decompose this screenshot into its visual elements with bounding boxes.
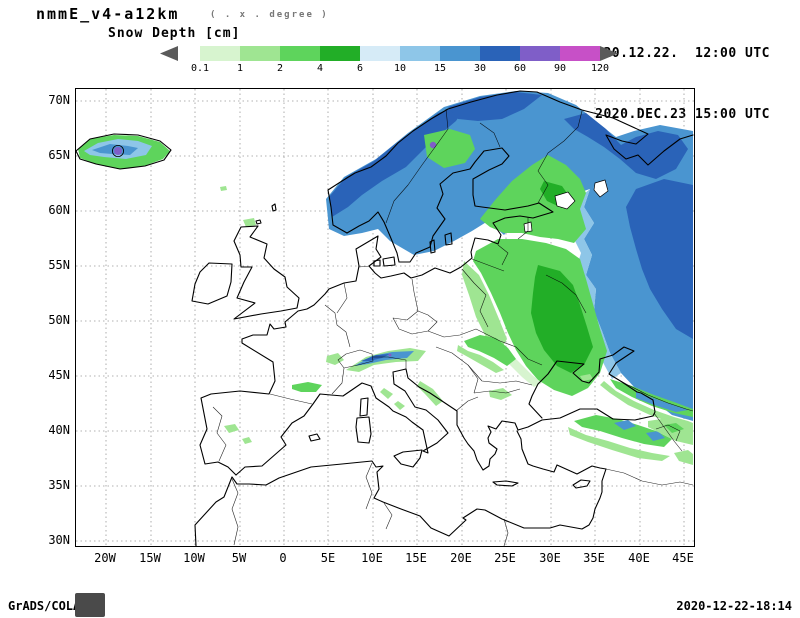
- lon-tick-label: 30E: [539, 551, 561, 565]
- lon-tick-label: 40E: [628, 551, 650, 565]
- colorbar-tick-label: 4: [316, 63, 324, 74]
- cola-logo-block: [75, 593, 105, 617]
- colorbar-arrow-left-icon: [160, 46, 178, 61]
- footer-timestamp: 2020-12-22-18:14: [676, 599, 792, 613]
- lat-tick-label: 30N: [48, 533, 70, 547]
- snow-shading: [78, 91, 693, 465]
- colorbar-segment: [400, 46, 440, 61]
- colorbar-tick-label: 10: [393, 63, 407, 74]
- lon-tick-label: 20E: [450, 551, 472, 565]
- footer-credit: GrADS/COLA: [8, 599, 81, 613]
- header-resolution-note: ( . x . degree ): [210, 10, 329, 20]
- colorbar-segment: [200, 46, 240, 61]
- lon-tick-label: 15E: [405, 551, 427, 565]
- colorbar-tick-label: 2: [276, 63, 284, 74]
- header-model-title: nmmE_v4-a12km: [36, 5, 180, 23]
- lat-tick-label: 40N: [48, 423, 70, 437]
- lon-tick-label: 5W: [231, 551, 247, 565]
- lat-tick-label: 65N: [48, 148, 70, 162]
- lon-tick-label: 15W: [139, 551, 161, 565]
- colorbar-segment: [280, 46, 320, 61]
- colorbar-tick-label: 15: [433, 63, 447, 74]
- iceland-heavy-snow-spot: [114, 147, 122, 155]
- country-borders: [212, 108, 694, 546]
- colorbar-tick-label: 6: [356, 63, 364, 74]
- lon-tick-label: 10W: [183, 551, 205, 565]
- colorbar-segment: [178, 46, 200, 61]
- colorbar-segment: [360, 46, 400, 61]
- colorbar-segment: [240, 46, 280, 61]
- lat-tick-label: 60N: [48, 203, 70, 217]
- lon-tick-label: 10E: [361, 551, 383, 565]
- lon-tick-label: 0: [279, 551, 287, 565]
- coastlines: [76, 90, 694, 546]
- lon-tick-label: 5E: [320, 551, 336, 565]
- colorbar-segment: [320, 46, 360, 61]
- colorbar-tick-label: 90: [553, 63, 567, 74]
- lat-tick-label: 45N: [48, 368, 70, 382]
- colorbar: 0.1 1 2 4 6 10 15 30 60 90 120: [160, 46, 618, 80]
- lat-tick-label: 70N: [48, 93, 70, 107]
- lon-tick-label: 20W: [94, 551, 116, 565]
- lat-tick-label: 35N: [48, 478, 70, 492]
- colorbar-tick-label: 1: [236, 63, 244, 74]
- lon-tick-label: 45E: [672, 551, 694, 565]
- lon-tick-label: 25E: [494, 551, 516, 565]
- colorbar-segment: [440, 46, 480, 61]
- colorbar-segment: [560, 46, 600, 61]
- header-variable-title: Snow Depth [cm]: [108, 26, 241, 41]
- colorbar-arrow-right-icon: [600, 46, 618, 61]
- colorbar-tick-label: 60: [513, 63, 527, 74]
- sweden-heavy-snow-spot: [429, 141, 437, 149]
- europe-map-svg: [76, 89, 694, 546]
- colorbar-segment: [520, 46, 560, 61]
- colorbar-row: [160, 46, 618, 61]
- lat-tick-label: 50N: [48, 313, 70, 327]
- colorbar-tick-label: 0.1: [190, 63, 210, 74]
- colorbar-tick-label: 120: [590, 63, 610, 74]
- map-frame: [75, 88, 695, 547]
- lon-tick-label: 35E: [583, 551, 605, 565]
- lakes: [523, 179, 609, 233]
- colorbar-tick-label: 30: [473, 63, 487, 74]
- colorbar-segment: [480, 46, 520, 61]
- lat-tick-label: 55N: [48, 258, 70, 272]
